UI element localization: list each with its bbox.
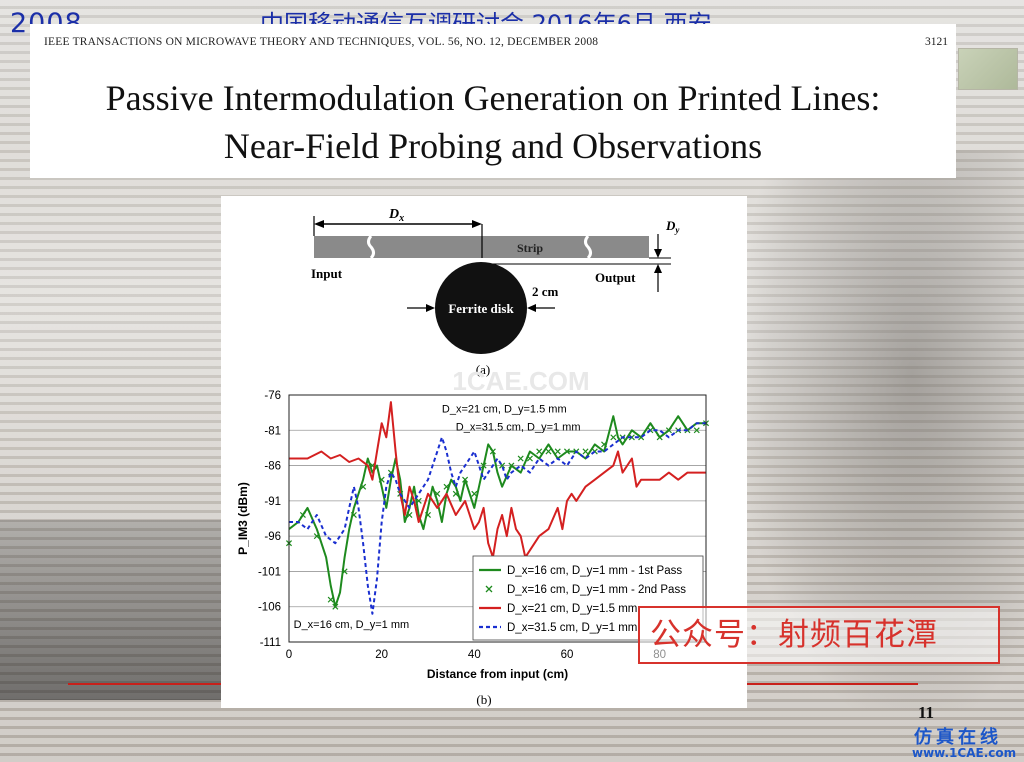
series-marker: [656, 434, 663, 441]
series-marker: [313, 533, 320, 540]
legend-entry: D_x=21 cm, D_y=1.5 mm: [507, 603, 637, 615]
x-tick-labels: 020406080: [286, 649, 666, 661]
corner-photo-thumbnail: [958, 48, 1018, 90]
disk-width-arrow-right: [527, 304, 536, 312]
series-marker: [665, 427, 672, 434]
caption-a: (a): [476, 362, 490, 377]
output-label: Output: [595, 270, 636, 285]
series-line-0: [288, 415, 706, 608]
dx-label: Dx: [388, 207, 404, 224]
x-tick-label: 60: [561, 649, 574, 661]
series-marker: [341, 568, 348, 575]
series-marker: [471, 490, 478, 497]
legend-entry: D_x=31.5 cm, D_y=1 mm: [507, 622, 637, 634]
strip-label: Strip: [517, 241, 543, 255]
y-tick-label: -101: [258, 566, 281, 578]
plot-frame: [288, 394, 707, 643]
brand-logo-text: 仿真在线: [914, 727, 1002, 748]
setup-diagram: Dx Strip Dy Input Output Ferrite disk 2 …: [311, 207, 680, 396]
series-marker: [434, 490, 441, 497]
series-marker: [299, 511, 306, 518]
chart-annotation: D_x=16 cm, D_y=1 mm: [294, 619, 410, 631]
y-tick-label: -81: [264, 425, 281, 437]
brand-url: www.1CAE.com: [912, 746, 1017, 760]
dy-arrow-top: [654, 249, 662, 258]
series-marker: [489, 448, 496, 455]
series-marker: [443, 483, 450, 490]
series-marker: [545, 448, 552, 455]
paper-title: Passive Intermodulation Generation on Pr…: [30, 74, 956, 170]
y-tick-labels: -76 -81 -86 -91 -96 -101 -106 -111: [258, 390, 281, 649]
figure-svg: Dx Strip Dy Input Output Ferrite disk 2 …: [236, 207, 710, 707]
paper-header: IEEE TRANSACTIONS ON MICROWAVE THEORY AN…: [30, 24, 956, 178]
series-marker: [628, 434, 635, 441]
series-marker: [508, 462, 515, 469]
background-photo-left: [0, 520, 230, 700]
input-label: Input: [311, 266, 343, 281]
series-marker: [332, 603, 339, 610]
journal-citation: IEEE TRANSACTIONS ON MICROWAVE THEORY AN…: [44, 36, 599, 48]
caption-b: (b): [476, 692, 491, 707]
y-tick-label: -111: [260, 637, 281, 649]
ferrite-disk-label: Ferrite disk: [448, 301, 514, 316]
x-tick-label: 40: [468, 649, 481, 661]
legend-swatch: [485, 585, 493, 593]
slide-number: 11: [918, 703, 935, 722]
series-marker: [517, 455, 524, 462]
series-marker: [415, 497, 422, 504]
series-marker: [693, 427, 700, 434]
legend-entry: D_x=16 cm, D_y=1 mm - 1st Pass: [507, 565, 682, 577]
wechat-watermark-stamp: 公众号：射频百花潭: [638, 606, 1000, 664]
y-tick-label: -106: [258, 602, 281, 614]
y-axis-label: P_IM3 (dBm): [236, 482, 250, 555]
legend-entry: D_x=16 cm, D_y=1 mm - 2nd Pass: [507, 584, 686, 596]
series-marker: [452, 490, 459, 497]
ferrite-disk: [435, 262, 527, 354]
dy-arrow-bottom: [654, 264, 662, 273]
dy-label: Dy: [665, 218, 680, 235]
series-marker: [554, 448, 561, 455]
series-marker: [610, 434, 617, 441]
series-marker: [563, 448, 571, 455]
series-marker: [424, 511, 432, 518]
series-marker: [480, 462, 487, 469]
y-tick-label: -91: [264, 496, 281, 508]
series-line-2: [289, 401, 706, 559]
x-tick-label: 20: [375, 649, 388, 661]
strip-break-right: [584, 235, 592, 260]
series-marker: [536, 448, 543, 455]
paper-title-line-1: Passive Intermodulation Generation on Pr…: [105, 78, 881, 118]
chart-annotations: D_x=21 cm, D_y=1.5 mm D_x=31.5 cm, D_y=1 …: [294, 404, 581, 631]
figure-watermark: 1CAE.COM: [452, 366, 589, 396]
series-marker: [327, 596, 334, 603]
series-marker: [462, 476, 469, 483]
disk-size-label: 2 cm: [532, 284, 559, 299]
dx-arrow-right: [472, 220, 482, 228]
chart-annotation: D_x=31.5 cm, D_y=1 mm: [456, 421, 581, 433]
series-marker: [601, 441, 608, 448]
y-tick-label: -86: [264, 461, 281, 473]
series-marker: [378, 476, 385, 483]
series-line-3: [289, 422, 706, 615]
series-marker: [406, 511, 413, 518]
series-marker: [582, 448, 589, 455]
x-tick-label: 0: [286, 649, 292, 661]
disk-width-arrow-left: [426, 304, 435, 312]
slide-banner-title: 中国移动通信互调研讨会 2016年6月 西安: [260, 10, 712, 26]
dx-arrow-left: [314, 220, 324, 228]
chart-series: [285, 401, 710, 615]
y-tick-label: -76: [264, 390, 281, 402]
strip-break-left: [367, 235, 375, 260]
journal-page-number: 3121: [925, 36, 948, 48]
chart-annotation: D_x=21 cm, D_y=1.5 mm: [442, 404, 567, 416]
paper-title-line-2: Near-Field Probing and Observations: [223, 126, 763, 166]
y-tick-label: -96: [264, 531, 281, 543]
series-marker: [350, 511, 357, 518]
series-marker: [526, 455, 533, 462]
series-marker: [360, 483, 367, 490]
x-axis-label: Distance from input (cm): [427, 667, 568, 681]
